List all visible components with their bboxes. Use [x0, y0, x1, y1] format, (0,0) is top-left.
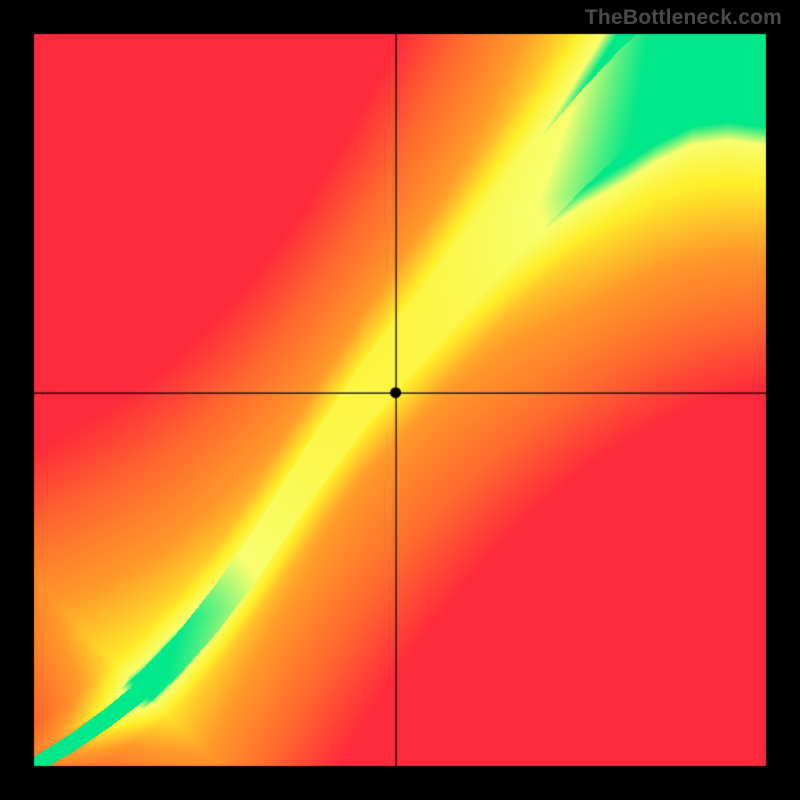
chart-container: TheBottleneck.com: [0, 0, 800, 800]
bottleneck-heatmap: [0, 0, 800, 800]
watermark-text: TheBottleneck.com: [585, 6, 782, 30]
